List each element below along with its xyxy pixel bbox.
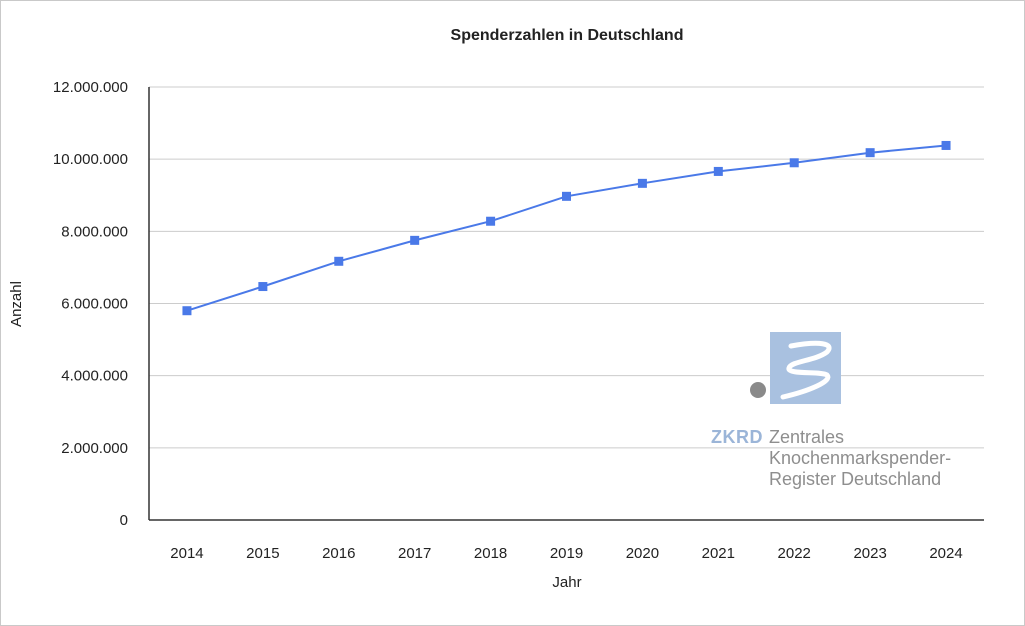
data-point-2015[interactable] [258, 282, 268, 292]
zkrd-name-line-1: Zentrales [769, 427, 844, 447]
data-point-2014[interactable] [182, 306, 192, 316]
data-point-2021[interactable] [713, 166, 723, 176]
data-point-2022[interactable] [789, 158, 799, 168]
x-tick-label: 2014 [170, 545, 203, 562]
x-tick-label: 2019 [550, 545, 583, 562]
x-tick-label: 2021 [702, 545, 735, 562]
data-point-2023[interactable] [865, 148, 875, 158]
data-point-2020[interactable] [637, 178, 647, 188]
zkrd-logo-dot-icon [750, 382, 766, 398]
data-point-2018[interactable] [486, 216, 496, 226]
gridlines [149, 86, 984, 449]
y-tick-label: 2.000.000 [61, 440, 128, 457]
zkrd-logo-watermark: ZKRD Zentrales Knochenmarkspender- Regis… [711, 332, 951, 489]
x-tick-label: 2015 [246, 545, 279, 562]
y-tick-labels: 0 2.000.000 4.000.000 6.000.000 8.000.000 10.… [53, 79, 128, 529]
x-tick-label: 2020 [626, 545, 659, 562]
y-tick-label: 8.000.000 [61, 223, 128, 240]
y-tick-label: 10.000.000 [53, 151, 128, 168]
x-tick-label: 2022 [778, 545, 811, 562]
data-point-2016[interactable] [334, 256, 344, 266]
y-tick-label: 12.000.000 [53, 79, 128, 96]
y-tick-label: 4.000.000 [61, 368, 128, 385]
x-axis-title: Jahr [552, 574, 581, 591]
x-tick-label: 2016 [322, 545, 355, 562]
zkrd-name-line-3: Register Deutschland [769, 469, 941, 489]
x-tick-label: 2018 [474, 545, 507, 562]
data-point-2024[interactable] [941, 140, 951, 150]
x-tick-labels: 2014 2015 2016 2017 2018 2019 2020 2021 2022 2023… [170, 545, 962, 562]
series-group [182, 140, 951, 316]
chart-title: Spenderzahlen in Deutschland [451, 27, 684, 44]
data-point-2017[interactable] [410, 235, 420, 245]
y-tick-label: 6.000.000 [61, 296, 128, 313]
series-line [186, 144, 947, 312]
x-tick-label: 2024 [929, 545, 962, 562]
y-axis-title: Anzahl [8, 281, 25, 327]
x-tick-label: 2023 [853, 545, 886, 562]
zkrd-logo-swirl-icon [780, 340, 832, 400]
data-point-2019[interactable] [562, 191, 571, 201]
y-tick-label: 0 [120, 512, 128, 529]
zkrd-acronym: ZKRD [711, 427, 763, 447]
x-tick-label: 2017 [398, 545, 431, 562]
zkrd-name-line-2: Knochenmarkspender- [769, 448, 951, 468]
